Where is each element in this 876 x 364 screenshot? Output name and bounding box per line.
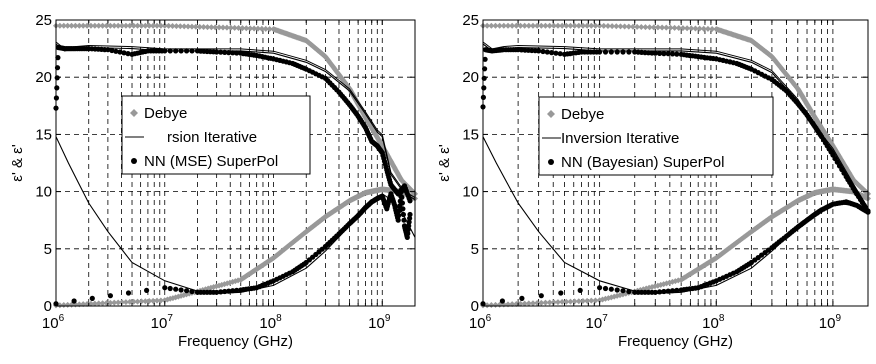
data-point-nn bbox=[144, 288, 149, 293]
chart-left: 106 107 108 109 0510152025 Frequency (GHz) … bbox=[9, 12, 418, 350]
data-point-nn bbox=[90, 296, 95, 301]
y-tick-label: 15 bbox=[462, 126, 479, 143]
y-axis-label: ε' & ε' bbox=[436, 144, 453, 182]
y-tick-label: 10 bbox=[35, 184, 52, 201]
data-point-nn bbox=[162, 285, 167, 290]
data-point-nn bbox=[400, 200, 405, 205]
legend: Debye Inversion Iterative NN (Bayesian) … bbox=[539, 97, 773, 175]
y-tick-labels: 0 5 10 15 20 25 bbox=[35, 12, 52, 315]
data-point-nn bbox=[399, 195, 404, 200]
x-tick-label: 109 bbox=[819, 313, 842, 332]
data-point-nn bbox=[597, 49, 602, 54]
data-point-nn bbox=[482, 76, 487, 81]
data-point-nn bbox=[519, 296, 524, 301]
x-axis-label: Frequency (GHz) bbox=[618, 333, 733, 350]
data-point-nn bbox=[401, 212, 406, 217]
legend-label-nn: NN (Bayesian) SuperPol bbox=[561, 154, 724, 171]
data-point-nn bbox=[173, 48, 178, 53]
data-point-nn bbox=[173, 287, 178, 292]
data-point-nn bbox=[481, 85, 486, 90]
data-point-nn bbox=[620, 49, 625, 54]
x-tick-labels: 106 107 108 109 bbox=[469, 313, 842, 332]
legend-label-iterative: Inversion Iterative bbox=[561, 130, 679, 147]
x-tick-label: 106 bbox=[42, 313, 65, 332]
y-axis-label: ε' & ε' bbox=[9, 144, 26, 182]
data-point-nn bbox=[558, 290, 563, 295]
x-tick-labels: 106 107 108 109 bbox=[42, 313, 391, 332]
data-point-nn bbox=[400, 206, 405, 211]
data-point-nn bbox=[407, 198, 412, 203]
data-point-nn bbox=[620, 288, 625, 293]
x-tick-label: 107 bbox=[586, 313, 609, 332]
data-point-nn bbox=[626, 49, 631, 54]
y-tick-label: 15 bbox=[35, 126, 52, 143]
data-point-nn bbox=[536, 48, 541, 53]
legend-item-iterative: Inversion Iterative bbox=[542, 130, 679, 147]
data-point-nn bbox=[162, 48, 167, 53]
data-point-nn bbox=[54, 85, 59, 90]
y-tick-label: 0 bbox=[471, 298, 479, 315]
series-nn-mse-superpol-imaginary bbox=[53, 189, 412, 306]
data-point-nn bbox=[126, 290, 131, 295]
data-point-nn bbox=[626, 289, 631, 294]
data-point-nn bbox=[179, 48, 184, 53]
data-point-nn bbox=[603, 286, 608, 291]
data-point-nn bbox=[184, 48, 189, 53]
y-tick-label: 25 bbox=[35, 12, 52, 29]
y-tick-label: 20 bbox=[462, 69, 479, 86]
legend-marker-dot-icon bbox=[131, 158, 137, 164]
data-point-nn bbox=[609, 287, 614, 292]
data-point-nn bbox=[168, 286, 173, 291]
legend-label-debye: Debye bbox=[144, 105, 187, 122]
data-point-nn bbox=[184, 288, 189, 293]
data-point-nn bbox=[609, 49, 614, 54]
legend-item-nn: NN (Bayesian) SuperPol bbox=[548, 154, 724, 171]
data-point-nn bbox=[168, 48, 173, 53]
legend-label-iterative: rsion Iterative bbox=[167, 129, 257, 146]
y-tick-label: 0 bbox=[44, 298, 52, 315]
data-point-nn bbox=[615, 287, 620, 292]
chart-right: 106 107 108 109 0510152025 Frequency (GHz) … bbox=[436, 12, 871, 350]
data-point-nn bbox=[401, 218, 406, 223]
data-point-nn bbox=[55, 75, 60, 80]
data-point-nn bbox=[597, 285, 602, 290]
y-tick-label: 5 bbox=[44, 241, 52, 258]
data-point-nn bbox=[179, 287, 184, 292]
legend-marker-dot-icon bbox=[548, 159, 554, 165]
legend: Debye rsion Iterative NN (MSE) SuperPol bbox=[122, 96, 310, 174]
data-point-nn bbox=[108, 293, 113, 298]
data-point-nn bbox=[396, 218, 401, 223]
data-point-nn bbox=[407, 212, 412, 217]
data-point-nn bbox=[615, 49, 620, 54]
data-point-nn bbox=[396, 213, 401, 218]
data-point-nn bbox=[189, 289, 194, 294]
y-tick-label: 5 bbox=[471, 241, 479, 258]
data-point-nn bbox=[603, 49, 608, 54]
legend-label-debye: Debye bbox=[561, 106, 604, 123]
data-point-nn bbox=[539, 293, 544, 298]
y-tick-label: 25 bbox=[462, 12, 479, 29]
data-point-nn bbox=[189, 48, 194, 53]
x-tick-label: 108 bbox=[259, 313, 282, 332]
data-point-nn bbox=[72, 298, 77, 303]
legend-label-nn: NN (MSE) SuperPol bbox=[144, 153, 278, 170]
x-tick-label: 107 bbox=[151, 313, 174, 332]
data-point-nn bbox=[674, 288, 679, 293]
y-tick-labels: 0 5 10 15 20 25 bbox=[462, 12, 479, 315]
data-point-nn bbox=[399, 189, 404, 194]
legend-item-nn: NN (MSE) SuperPol bbox=[131, 153, 278, 170]
data-point-nn bbox=[578, 288, 583, 293]
x-tick-label: 108 bbox=[702, 313, 725, 332]
y-tick-label: 10 bbox=[462, 184, 479, 201]
x-tick-label: 106 bbox=[469, 313, 492, 332]
data-point-nn bbox=[500, 298, 505, 303]
y-tick-label: 20 bbox=[35, 69, 52, 86]
x-axis-label: Frequency (GHz) bbox=[178, 333, 293, 350]
x-tick-label: 109 bbox=[368, 313, 391, 332]
